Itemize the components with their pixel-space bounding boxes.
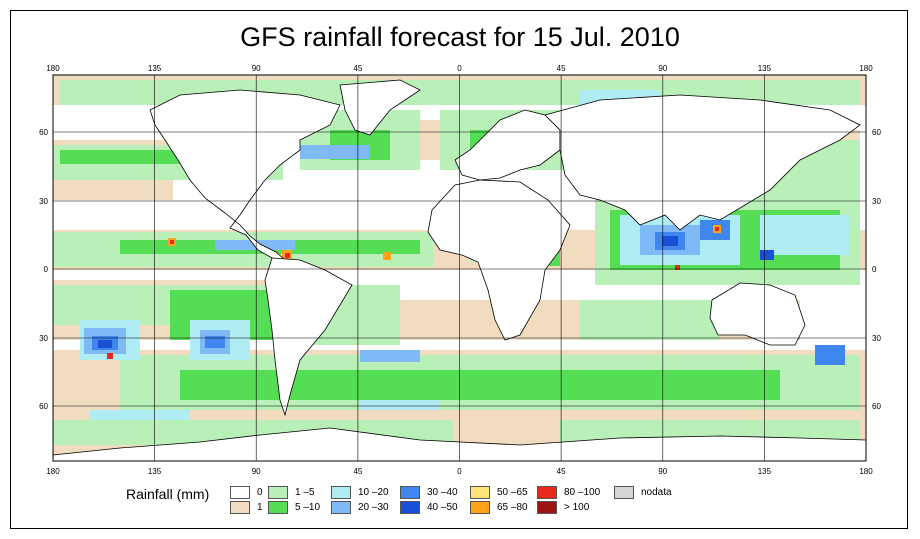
legend-label: 10 –20 (358, 487, 389, 498)
legend-swatch (331, 486, 351, 499)
lon-label-top: 45 (557, 64, 566, 73)
legend-swatch (537, 501, 557, 514)
legend-label: 80 –100 (564, 487, 601, 498)
map-border (52, 74, 867, 462)
legend-swatch (268, 501, 288, 514)
lon-label-top: 135 (758, 64, 772, 73)
legend-label: 30 –40 (427, 487, 458, 498)
north-america-outline (149, 89, 341, 261)
australia-outline (709, 282, 806, 346)
legend-swatch (230, 486, 250, 499)
legend-swatch (400, 486, 420, 499)
figure-frame (10, 10, 908, 529)
lon-label-bottom: 45 (353, 467, 362, 476)
lon-label-top: 180 (859, 64, 873, 73)
lat-label-right: 30 (872, 334, 881, 343)
legend-swatch (268, 486, 288, 499)
lat-label-right: 0 (872, 265, 877, 274)
south-america-outline (264, 257, 353, 417)
rain-40-50mm-zones (98, 236, 774, 348)
legend-label: 5 –10 (295, 502, 321, 513)
lat-label-right: 60 (872, 128, 881, 137)
lon-label-bottom: 0 (457, 467, 462, 476)
legend-label: 40 –50 (427, 502, 458, 513)
lon-label-bottom: 90 (252, 467, 261, 476)
legend-label: 20 –30 (358, 502, 389, 513)
legend-swatch (331, 501, 351, 514)
legend-label: 65 –80 (497, 502, 528, 513)
greenland-outline (339, 79, 421, 136)
lon-label-top: 45 (353, 64, 362, 73)
legend-label: > 100 (564, 502, 590, 513)
lat-lon-grid (53, 75, 866, 461)
asia-outline (544, 94, 861, 231)
legend-swatch (470, 486, 490, 499)
lon-label-top: 90 (658, 64, 667, 73)
lon-label-top: 90 (252, 64, 261, 73)
legend-label: 1 (257, 502, 263, 513)
lon-label-bottom: 135 (148, 467, 162, 476)
legend-swatch (230, 501, 250, 514)
legend-label: nodata (641, 487, 672, 498)
legend-swatch (614, 486, 634, 499)
rain-80-100mm-spots (107, 227, 719, 359)
lat-label-left: 0 (44, 265, 49, 274)
lon-label-bottom: 135 (758, 467, 772, 476)
lat-label-right: 60 (872, 402, 881, 411)
lon-label-bottom: 45 (557, 467, 566, 476)
lon-label-top: 0 (457, 64, 462, 73)
lat-label-left: 30 (39, 334, 48, 343)
lat-label-right: 30 (872, 197, 881, 206)
lat-label-left: 60 (39, 402, 48, 411)
lon-label-top: 180 (46, 64, 60, 73)
legend-label: 0 (257, 487, 263, 498)
lon-label-bottom: 90 (658, 467, 667, 476)
legend-title: Rainfall (mm) (126, 486, 210, 502)
legend-swatch (537, 486, 557, 499)
legend-label: 50 –65 (497, 487, 528, 498)
map-title: GFS rainfall forecast for 15 Jul. 2010 (240, 22, 680, 52)
legend-label: 1 –5 (295, 487, 315, 498)
lon-label-bottom: 180 (46, 467, 60, 476)
africa-outline (427, 179, 571, 341)
lat-label-left: 30 (39, 197, 48, 206)
legend-swatch (400, 501, 420, 514)
lon-label-top: 135 (148, 64, 162, 73)
legend-swatch (470, 501, 490, 514)
lon-label-bottom: 180 (859, 467, 873, 476)
lat-label-left: 60 (39, 128, 48, 137)
